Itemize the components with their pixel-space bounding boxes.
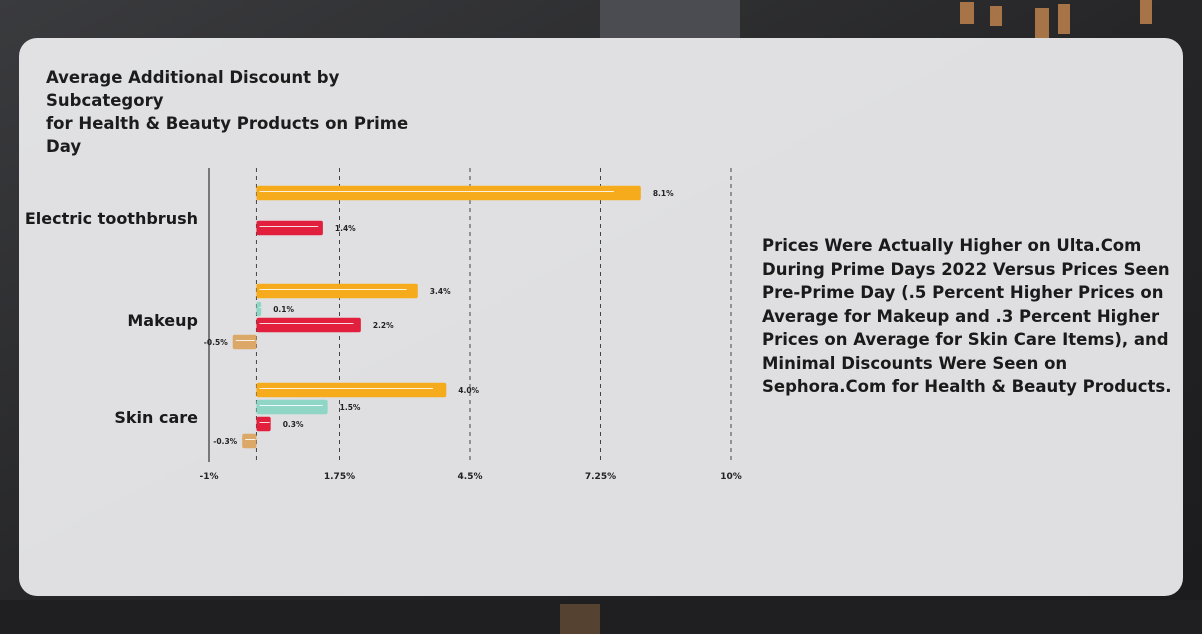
chart-title: Average Additional Discount by Subcatego…	[46, 66, 446, 158]
bar	[256, 301, 262, 317]
data-label: 0.1%	[273, 305, 294, 314]
x-tick-label: -1%	[199, 472, 218, 482]
category-label: Skin care	[114, 408, 198, 427]
data-label: -0.3%	[213, 437, 237, 446]
bar	[256, 220, 323, 236]
insight-note: Prices Were Actually Higher on Ulta.Com …	[762, 236, 1172, 396]
content-card	[19, 38, 1183, 596]
x-tick-label: 4.5%	[458, 472, 483, 482]
bar	[256, 382, 447, 398]
bar	[242, 433, 257, 449]
chart-title-line-2: for Health & Beauty Products on Prime Da…	[46, 114, 409, 156]
data-label: 1.5%	[340, 403, 361, 412]
bar	[256, 185, 641, 201]
x-tick-label: 10%	[720, 472, 742, 482]
chart-title-line-1: Average Additional Discount by Subcatego…	[46, 68, 340, 110]
bar	[256, 416, 271, 432]
bar	[256, 317, 361, 333]
data-label: 3.4%	[430, 287, 451, 296]
data-label: 8.1%	[653, 189, 674, 198]
data-label: 1.4%	[335, 224, 356, 233]
bar	[232, 334, 257, 350]
data-label: 2.2%	[373, 321, 394, 330]
data-label: 0.3%	[283, 420, 304, 429]
data-label: -0.5%	[204, 338, 228, 347]
category-label: Electric toothbrush	[25, 209, 198, 228]
data-label: 4.0%	[458, 386, 479, 395]
category-label: Makeup	[127, 311, 198, 330]
x-tick-label: 7.25%	[585, 472, 616, 482]
bar	[256, 283, 418, 299]
x-tick-label: 1.75%	[324, 472, 355, 482]
bar	[256, 399, 328, 415]
